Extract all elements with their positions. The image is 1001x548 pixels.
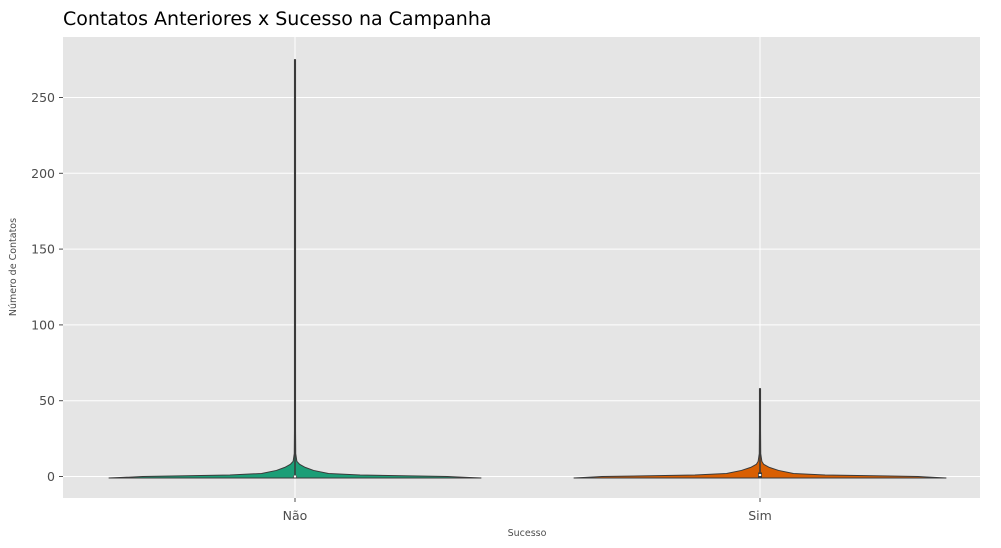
y-tick-label: 0 (47, 469, 55, 484)
y-tick-label: 150 (31, 242, 55, 257)
y-tick-label: 250 (31, 90, 55, 105)
y-tick-label: 200 (31, 166, 55, 181)
x-axis-ticks: Não Sim (283, 498, 772, 523)
violin-median (758, 473, 762, 476)
x-tick-label: Sim (748, 508, 772, 523)
y-tick-label: 50 (39, 393, 55, 408)
y-tick-label: 100 (31, 317, 55, 332)
chart-title: Contatos Anteriores x Sucesso na Campanh… (63, 8, 492, 30)
violin-median (293, 475, 297, 478)
y-axis-label: Número de Contatos (8, 218, 19, 316)
x-axis-label: Sucesso (508, 528, 547, 539)
x-tick-label: Não (283, 508, 308, 523)
y-axis-ticks: 0 50 100 150 200 250 (31, 90, 63, 484)
violins (108, 59, 947, 479)
plot-background (63, 37, 980, 498)
